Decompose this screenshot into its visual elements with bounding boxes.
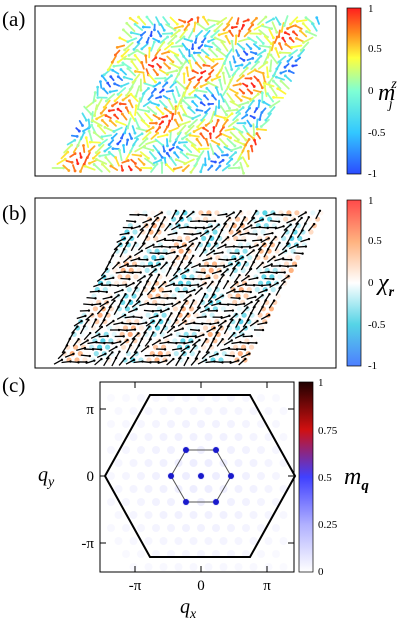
panel-a-spin-arrows xyxy=(51,15,320,175)
peak xyxy=(183,447,189,453)
y-axis-label: qy xyxy=(38,464,55,490)
panel-a-tick-5: -1 xyxy=(368,168,377,180)
x-tick-zero: 0 xyxy=(197,578,205,594)
panel-a-tick-3: 0 xyxy=(368,85,374,97)
panel-a: (a) 1 0.5 0 -0.5 -1 mz j xyxy=(2,3,397,180)
peak xyxy=(228,473,234,479)
panel-c-tick-marks xyxy=(100,382,294,572)
peak xyxy=(168,473,174,479)
x-tick-pi: π xyxy=(263,578,271,594)
panel-c-colorbar xyxy=(298,381,314,573)
panel-c-frame xyxy=(99,381,295,573)
panel-c-tick-3: 0.5 xyxy=(318,472,332,484)
panel-a-tick-1: 1 xyxy=(368,3,374,15)
panel-b-colorbar xyxy=(346,199,362,367)
peak xyxy=(213,447,219,453)
peak xyxy=(183,499,189,505)
panel-b-tick-3: 0 xyxy=(368,277,374,289)
panel-a-label: (a) xyxy=(2,7,25,31)
y-tick-neg-pi: -π xyxy=(81,536,94,552)
peak xyxy=(213,499,219,505)
bragg-peaks xyxy=(168,447,234,505)
panel-a-tick-4: -0.5 xyxy=(368,127,386,139)
panel-b-tick-2: 0.5 xyxy=(368,235,382,247)
panel-c: (c) -π 0 π π 0 -π xyxy=(2,373,369,622)
panel-a-colorbar xyxy=(346,7,362,175)
panel-b-tick-5: -1 xyxy=(368,360,377,372)
panel-a-tick-2: 0.5 xyxy=(368,43,382,55)
panel-c-colorbar-label: mq xyxy=(344,464,369,494)
panel-b-spin-arrows xyxy=(53,209,322,367)
panel-c-tick-4: 0.25 xyxy=(318,519,338,531)
x-tick-neg-pi: -π xyxy=(129,578,142,594)
x-axis-label: qx xyxy=(180,596,197,622)
panel-c-tick-1: 1 xyxy=(318,377,324,389)
panel-c-tick-2: 0.75 xyxy=(318,425,338,437)
panel-b: (b) 1 0.5 0 -0.5 -1 χr xyxy=(2,195,395,372)
panel-b-label: (b) xyxy=(2,201,27,225)
panel-b-tick-1: 1 xyxy=(368,195,374,207)
y-tick-pi: π xyxy=(86,402,94,418)
panel-a-colorbar-label: mz j xyxy=(378,77,397,112)
panel-b-colorbar-label: χr xyxy=(376,270,395,300)
y-tick-zero: 0 xyxy=(87,469,95,485)
panel-c-label: (c) xyxy=(2,373,25,397)
panel-b-tick-4: -0.5 xyxy=(368,319,386,331)
peak xyxy=(198,473,204,479)
panel-c-tick-5: 0 xyxy=(318,566,324,578)
